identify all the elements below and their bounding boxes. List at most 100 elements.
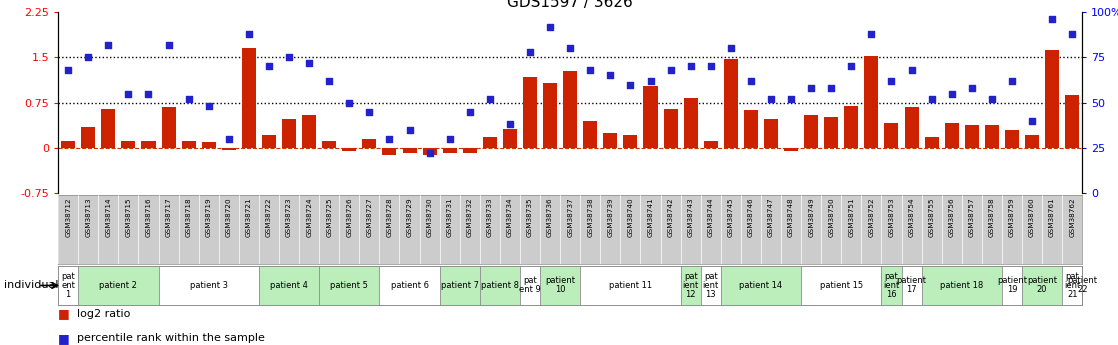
- Text: GSM38758: GSM38758: [988, 197, 995, 237]
- Bar: [302, 115, 316, 148]
- Bar: [402, 148, 417, 153]
- Text: GSM38725: GSM38725: [326, 197, 332, 237]
- Text: GSM38724: GSM38724: [306, 197, 312, 237]
- Bar: [480, 266, 520, 305]
- Text: individual: individual: [3, 280, 58, 290]
- Bar: [802, 266, 881, 305]
- Point: [240, 31, 258, 37]
- Text: GSM38717: GSM38717: [165, 197, 171, 237]
- Point: [702, 63, 720, 69]
- Bar: [563, 71, 577, 148]
- Bar: [342, 148, 357, 151]
- Bar: [221, 148, 236, 150]
- Text: GSM38739: GSM38739: [607, 197, 614, 237]
- Text: patient
17: patient 17: [897, 276, 927, 295]
- Text: GSM38728: GSM38728: [387, 197, 392, 237]
- Point: [622, 82, 639, 87]
- Text: pat
ient
12: pat ient 12: [682, 272, 699, 299]
- Text: GSM38714: GSM38714: [105, 197, 112, 237]
- Bar: [764, 119, 778, 148]
- Text: GSM38741: GSM38741: [647, 197, 654, 237]
- Text: GSM38751: GSM38751: [849, 197, 854, 237]
- Bar: [379, 266, 439, 305]
- Point: [662, 67, 680, 73]
- Bar: [483, 137, 496, 148]
- Text: patient 11: patient 11: [609, 281, 652, 290]
- Point: [963, 86, 980, 91]
- Point: [481, 96, 499, 102]
- Point: [140, 91, 158, 96]
- Point: [1043, 17, 1061, 22]
- Text: GSM38731: GSM38731: [447, 197, 453, 237]
- Text: GSM38712: GSM38712: [65, 197, 72, 237]
- Point: [360, 109, 378, 115]
- Text: pat
ient
16: pat ient 16: [883, 272, 900, 299]
- Point: [281, 55, 299, 60]
- Text: GSM38736: GSM38736: [547, 197, 553, 237]
- Bar: [683, 98, 698, 148]
- Text: GSM38748: GSM38748: [788, 197, 794, 237]
- Bar: [743, 110, 758, 148]
- Bar: [423, 148, 437, 155]
- Point: [461, 109, 479, 115]
- Point: [642, 78, 660, 84]
- Bar: [584, 121, 597, 148]
- Point: [420, 150, 438, 156]
- Bar: [1025, 135, 1039, 148]
- Text: GSM38735: GSM38735: [527, 197, 533, 237]
- Text: patient 8: patient 8: [481, 281, 519, 290]
- Text: GSM38742: GSM38742: [667, 197, 673, 237]
- Bar: [1065, 95, 1079, 148]
- Bar: [864, 56, 879, 148]
- Point: [882, 78, 900, 84]
- Bar: [624, 135, 637, 148]
- Text: GSM38747: GSM38747: [768, 197, 774, 237]
- Text: GSM38723: GSM38723: [286, 197, 292, 237]
- Point: [260, 63, 278, 69]
- Text: GSM38721: GSM38721: [246, 197, 252, 237]
- Bar: [241, 48, 256, 148]
- Text: GSM38750: GSM38750: [828, 197, 834, 237]
- Text: GSM38732: GSM38732: [467, 197, 473, 237]
- Point: [220, 136, 238, 142]
- Bar: [78, 266, 159, 305]
- Text: pat
ent 9: pat ent 9: [519, 276, 541, 295]
- Bar: [503, 129, 517, 148]
- Point: [902, 67, 920, 73]
- Point: [722, 46, 740, 51]
- Point: [521, 49, 539, 55]
- Bar: [604, 134, 617, 148]
- Point: [783, 96, 800, 102]
- Text: GSM38743: GSM38743: [688, 197, 693, 237]
- Text: patient 5: patient 5: [330, 281, 368, 290]
- Bar: [1005, 130, 1018, 148]
- Text: GSM38733: GSM38733: [486, 197, 493, 237]
- Bar: [1062, 266, 1082, 305]
- Text: ■: ■: [58, 307, 70, 321]
- Bar: [644, 86, 657, 148]
- Point: [1023, 118, 1041, 124]
- Bar: [901, 266, 921, 305]
- Text: GSM38760: GSM38760: [1029, 197, 1035, 237]
- Bar: [102, 109, 115, 148]
- Bar: [881, 266, 901, 305]
- Text: patient
10: patient 10: [546, 276, 575, 295]
- Bar: [701, 266, 721, 305]
- Bar: [159, 266, 259, 305]
- Text: patient 7: patient 7: [440, 281, 479, 290]
- Point: [120, 91, 138, 96]
- Bar: [844, 106, 859, 148]
- Text: patient 14: patient 14: [739, 281, 783, 290]
- Bar: [965, 125, 979, 148]
- Text: GSM38740: GSM38740: [627, 197, 634, 237]
- Bar: [804, 115, 818, 148]
- Text: GSM38749: GSM38749: [808, 197, 814, 237]
- Text: GSM38752: GSM38752: [869, 197, 874, 237]
- Bar: [82, 127, 95, 148]
- Bar: [201, 142, 216, 148]
- Text: GSM38755: GSM38755: [929, 197, 935, 237]
- Bar: [580, 266, 681, 305]
- Bar: [723, 59, 738, 148]
- Bar: [784, 148, 798, 151]
- Text: patient 2: patient 2: [100, 281, 138, 290]
